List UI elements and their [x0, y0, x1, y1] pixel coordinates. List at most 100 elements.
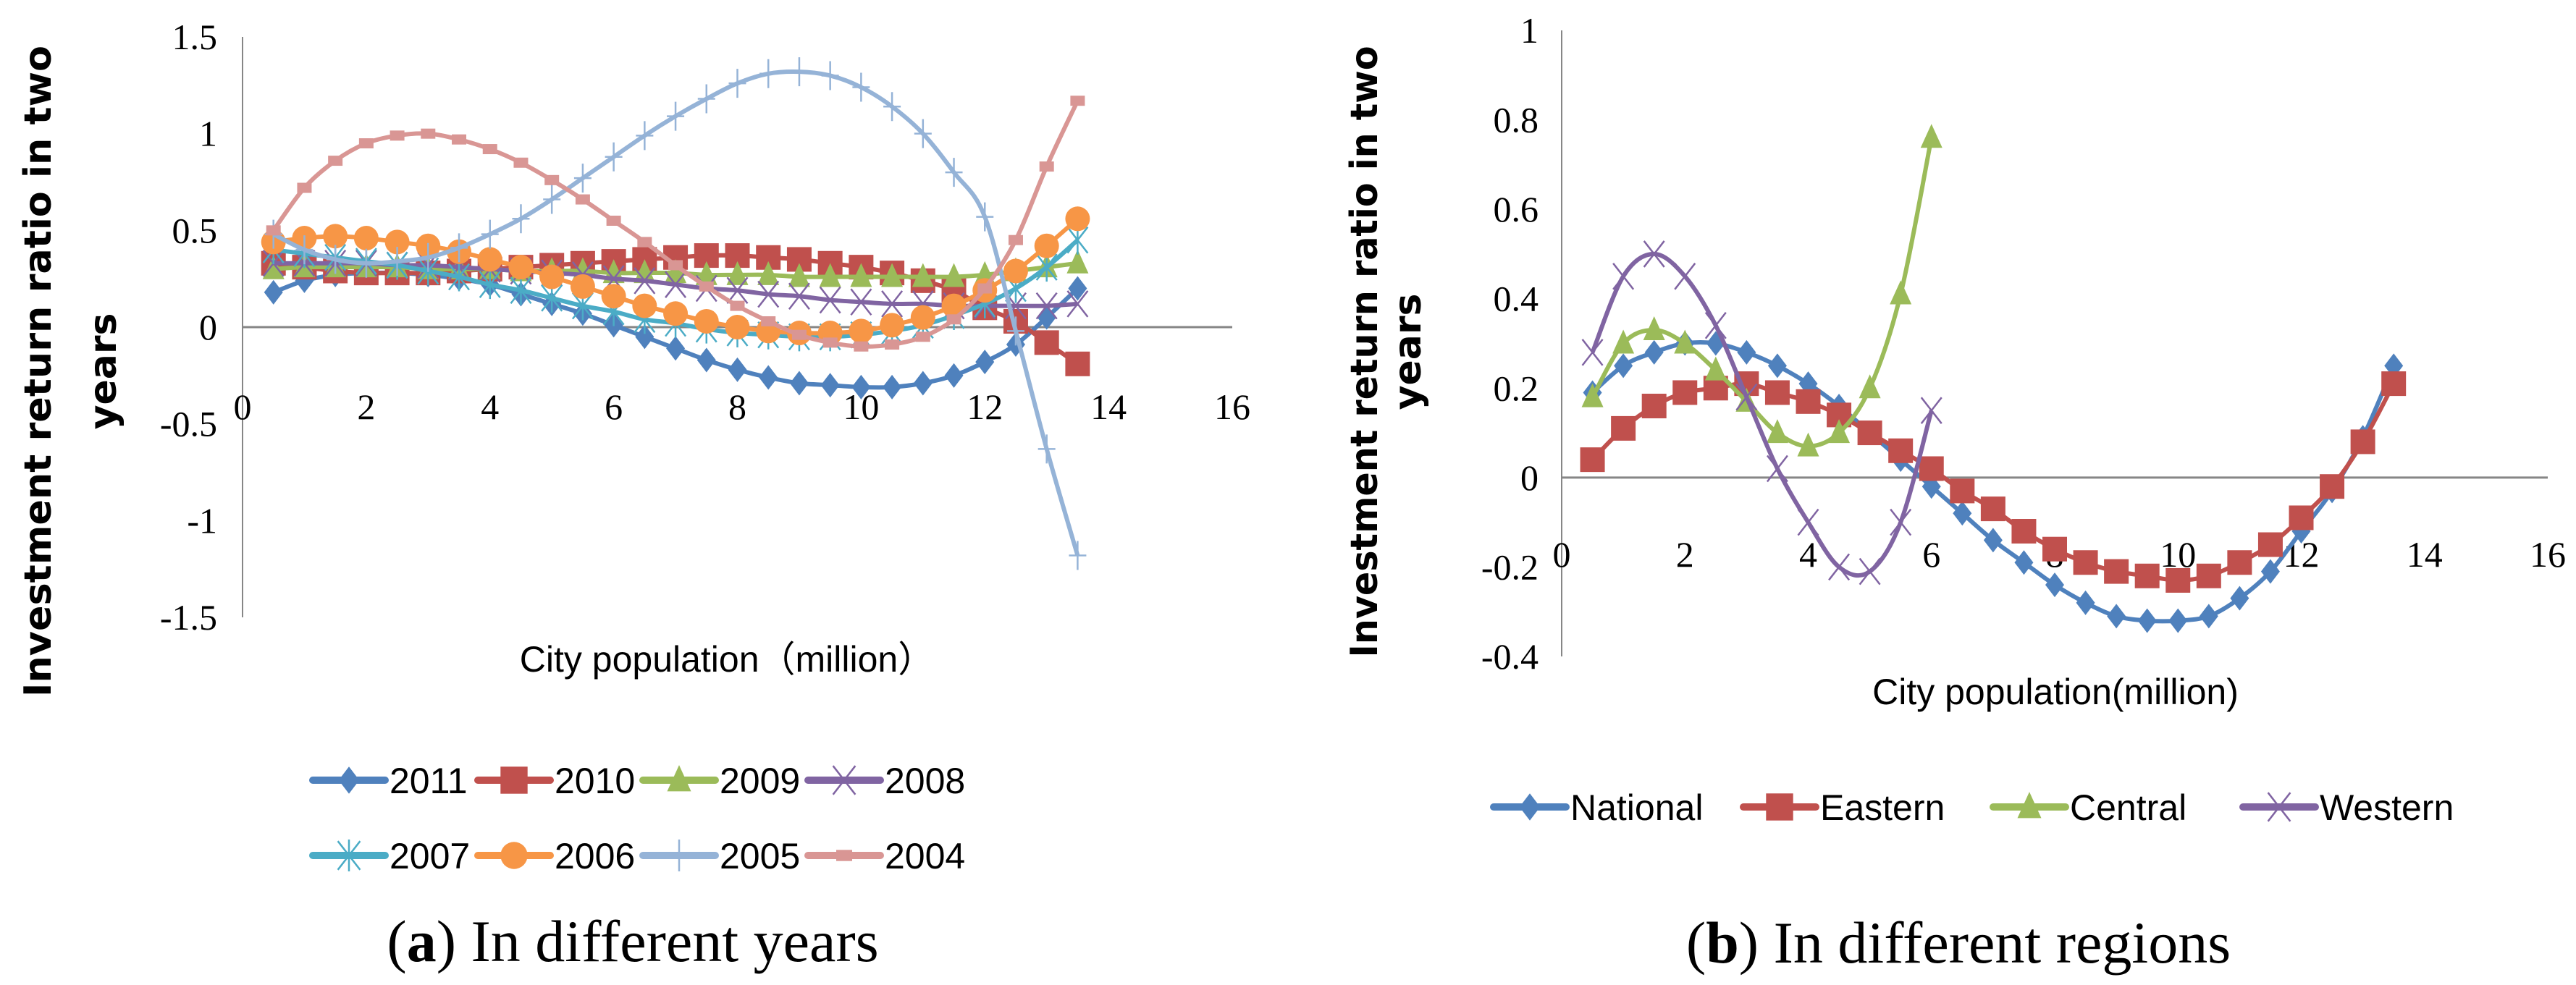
circle-marker	[1003, 258, 1028, 284]
series-western	[1581, 240, 1942, 585]
caption-a: (a) In different years	[387, 908, 878, 974]
square-marker	[2011, 519, 2037, 544]
x-tick-label: 4	[1799, 534, 1817, 575]
diamond-marker	[1767, 353, 1787, 379]
square-marker	[2196, 563, 2221, 588]
diamond-marker	[944, 363, 964, 388]
plus-marker	[512, 204, 530, 234]
plus-marker	[1069, 541, 1087, 570]
diamond-marker	[2076, 590, 2095, 615]
legend-label: Central	[2070, 787, 2186, 828]
square-marker	[1888, 438, 1914, 463]
x-tick-label: 0	[1553, 534, 1571, 575]
diamond-marker	[2168, 608, 2188, 633]
x-marker	[1612, 263, 1635, 290]
triangle-marker	[850, 263, 872, 287]
chart-a-different-years: Investment return ratio in two years Cit…	[17, 17, 1250, 974]
series-national	[1583, 331, 2404, 633]
legend-label: 2011	[390, 761, 468, 801]
legend-label: 2004	[885, 836, 965, 876]
triangle-marker	[912, 263, 934, 287]
diamond-marker	[2014, 550, 2034, 575]
caption-text: In different years	[471, 908, 879, 974]
circle-marker	[323, 224, 348, 249]
diamond-marker	[883, 374, 902, 400]
diamond-marker	[2199, 604, 2218, 629]
x-marker	[1035, 292, 1058, 320]
x-marker	[665, 271, 687, 298]
plus-marker	[728, 69, 746, 98]
plus-marker	[573, 164, 592, 193]
triangle-marker	[819, 263, 841, 287]
diamond-marker	[789, 371, 809, 396]
plus-marker	[1006, 316, 1024, 346]
triangle-marker	[1704, 356, 1727, 381]
chart-b-different-regions: Investment return ratio in two years Cit…	[1343, 10, 2566, 976]
y-axis-title-line2: years	[82, 313, 125, 430]
series-central	[1581, 124, 1942, 457]
y-tick-label: -1.5	[160, 597, 217, 638]
square-marker	[1764, 380, 1790, 405]
x-marker	[1890, 508, 1912, 536]
circle-marker	[1034, 233, 1059, 258]
diamond-marker	[913, 371, 933, 396]
star-marker	[337, 840, 361, 871]
series-2004	[266, 96, 1085, 352]
square-marker	[1919, 456, 1944, 481]
triangle-marker	[1612, 329, 1635, 354]
dash-marker	[730, 300, 745, 311]
legend-item: 2008	[804, 761, 965, 801]
x-marker	[757, 280, 780, 308]
triangle-marker	[667, 765, 691, 792]
diamond-marker	[2137, 608, 2157, 633]
diamond-marker	[666, 336, 686, 361]
x-marker	[2267, 792, 2291, 822]
circle-marker	[663, 301, 689, 326]
x-marker	[1920, 397, 1942, 424]
square-marker	[1641, 394, 1667, 418]
legend-item: Central	[1990, 787, 2186, 828]
dash-marker	[297, 182, 312, 193]
plus-marker	[481, 219, 499, 249]
plus-marker	[852, 72, 870, 102]
y-axis-title-line2: years	[1386, 294, 1430, 410]
square-marker	[2104, 559, 2129, 584]
plus-marker	[945, 158, 963, 187]
diamond-marker	[975, 350, 995, 375]
y-tick-label: 1	[1520, 10, 1539, 51]
y-tick-label: 0	[1520, 457, 1539, 498]
square-marker	[2320, 474, 2345, 499]
series-line	[1591, 339, 2396, 624]
y-tick-label: -0.5	[160, 404, 217, 444]
legend-item: Eastern	[1740, 787, 1945, 828]
dash-marker	[452, 134, 467, 145]
legend-label: Western	[2320, 787, 2454, 828]
circle-marker	[508, 255, 534, 280]
x-marker	[634, 267, 656, 295]
square-marker	[2381, 371, 2407, 397]
caption-letter: a	[407, 908, 437, 974]
square-marker	[2289, 505, 2314, 530]
legend-label: Eastern	[1820, 787, 1945, 828]
plus-marker	[357, 248, 375, 278]
y-tick-label: 0.2	[1494, 368, 1539, 408]
diamond-marker	[1953, 501, 1972, 526]
circle-marker	[849, 318, 874, 344]
plus-marker	[883, 92, 901, 122]
diamond-marker	[851, 374, 871, 400]
y-tick-label: 0	[199, 307, 217, 347]
diamond-marker	[264, 279, 283, 305]
y-tick-label: -0.4	[1481, 636, 1539, 677]
dash-marker	[885, 339, 900, 350]
diamond-marker	[2384, 353, 2404, 379]
circle-marker	[694, 308, 719, 334]
square-marker	[2350, 429, 2375, 455]
square-marker	[1766, 793, 1793, 821]
x-tick-label: 0	[234, 386, 252, 427]
square-marker	[2165, 567, 2191, 593]
plus-marker	[605, 142, 623, 172]
y-tick-label: 0.4	[1494, 279, 1539, 319]
dash-marker	[606, 215, 621, 226]
x-marker	[1704, 312, 1727, 339]
x-marker	[1766, 455, 1788, 483]
